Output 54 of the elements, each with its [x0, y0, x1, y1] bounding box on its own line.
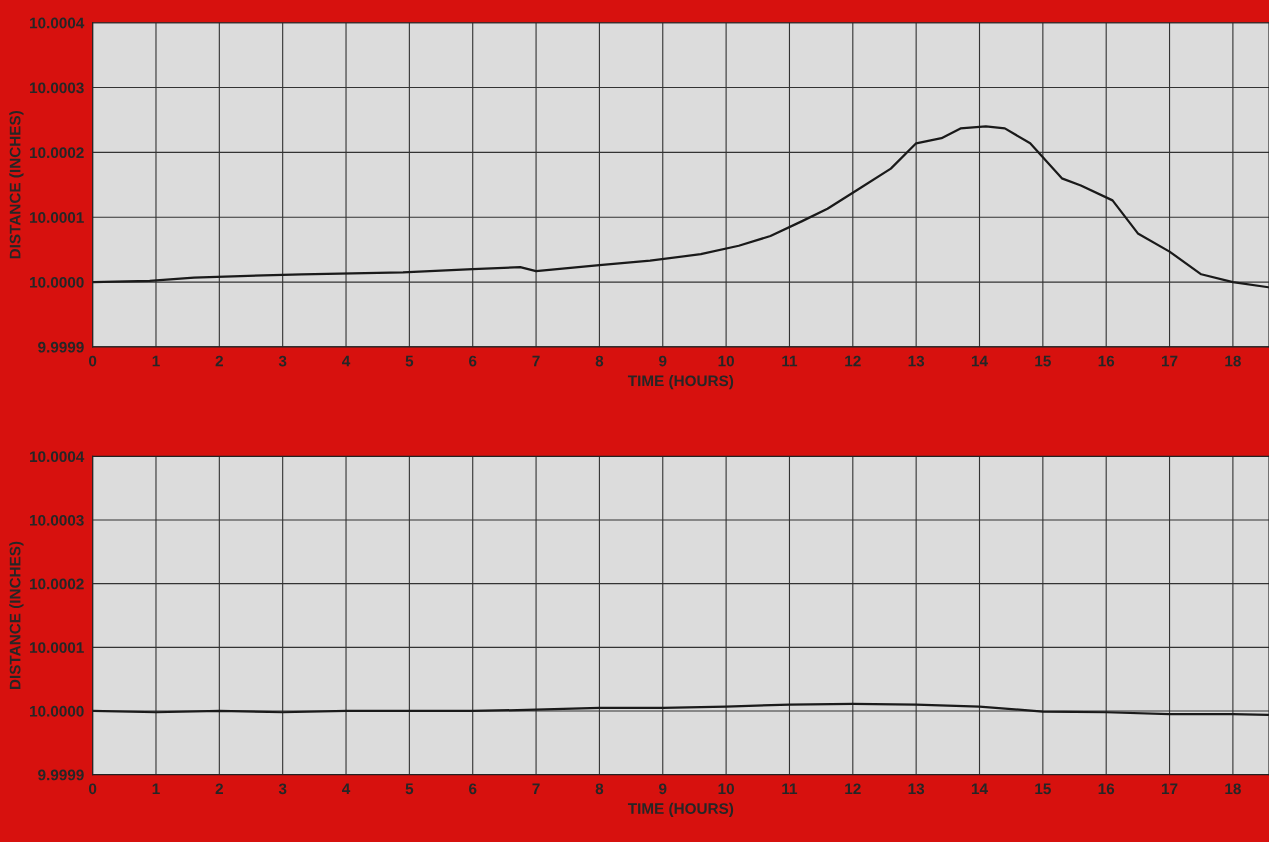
- x-tick-label: 2: [215, 783, 223, 795]
- x-tick-label: 17: [1162, 355, 1178, 367]
- x-tick-label: 6: [469, 355, 477, 367]
- x-tick-label: 9: [659, 783, 667, 795]
- x-tick-label: 14: [971, 355, 988, 367]
- x-tick-label: 1: [152, 783, 160, 795]
- x-tick-label: 11: [782, 783, 798, 795]
- y-tick-label: 10.0002: [30, 578, 84, 590]
- y-tick-label: 9.9999: [38, 769, 84, 781]
- x-axis-title: TIME (HOURS): [627, 802, 734, 818]
- y-axis-title: DISTANCE (INCHES): [9, 111, 24, 259]
- x-tick-label: 12: [845, 355, 861, 367]
- x-tick-label: 1: [152, 355, 160, 367]
- x-tick-label: 4: [342, 783, 351, 795]
- y-tick-label: 10.0004: [30, 17, 85, 29]
- x-tick-label: 15: [1035, 783, 1051, 795]
- x-tick-label: 5: [405, 355, 414, 367]
- y-tick-label: 9.9999: [38, 341, 84, 353]
- y-tick-label: 10.0001: [30, 642, 84, 654]
- x-tick-label: 7: [532, 355, 540, 367]
- y-tick-label: 10.0003: [30, 514, 84, 526]
- x-tick-label: 4: [342, 355, 351, 367]
- x-tick-label: 18: [1225, 783, 1241, 795]
- x-tick-label: 8: [595, 783, 604, 795]
- x-tick-label: 3: [278, 783, 287, 795]
- x-tick-label: 12: [845, 783, 861, 795]
- y-tick-label: 10.0000: [30, 276, 84, 288]
- y-tick-label: 10.0004: [30, 451, 85, 463]
- x-tick-label: 18: [1225, 355, 1241, 367]
- x-tick-label: 14: [971, 783, 988, 795]
- x-tick-label: 5: [405, 783, 414, 795]
- x-tick-label: 9: [659, 355, 667, 367]
- x-tick-label: 11: [782, 355, 798, 367]
- x-axis-title: TIME (HOURS): [627, 375, 734, 390]
- y-tick-label: 10.0001: [30, 212, 84, 223]
- x-tick-label: 10: [718, 783, 734, 795]
- x-tick-label: 3: [278, 355, 287, 367]
- x-tick-label: 2: [215, 355, 223, 367]
- x-tick-label: 7: [532, 783, 540, 795]
- x-tick-label: 17: [1162, 783, 1178, 795]
- x-tick-label: 0: [88, 783, 97, 795]
- x-tick-label: 8: [595, 355, 604, 367]
- x-tick-label: 0: [88, 355, 97, 367]
- x-tick-label: 13: [908, 355, 925, 367]
- x-tick-label: 6: [469, 783, 477, 795]
- x-tick-label: 16: [1098, 355, 1115, 367]
- x-tick-label: 10: [718, 355, 734, 367]
- y-tick-label: 10.0000: [30, 705, 84, 717]
- x-tick-label: 15: [1035, 355, 1051, 367]
- y-tick-label: 10.0002: [30, 147, 84, 159]
- y-axis-title: DISTANCE (INCHES): [9, 541, 24, 690]
- x-tick-label: 16: [1098, 783, 1115, 795]
- x-tick-label: 13: [908, 783, 925, 795]
- y-tick-label: 10.0003: [30, 82, 84, 94]
